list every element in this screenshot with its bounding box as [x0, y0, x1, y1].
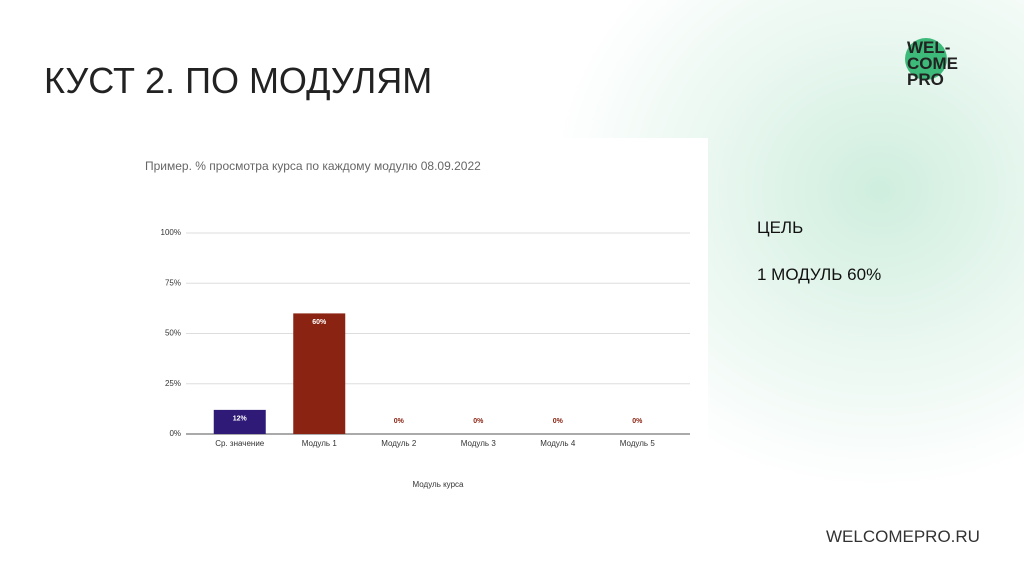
- data-label: 0%: [473, 418, 484, 425]
- x-tick-label: Модуль 2: [381, 439, 417, 448]
- logo-line: COME: [907, 54, 958, 73]
- goal-text: 1 МОДУЛЬ 60%: [757, 265, 882, 284]
- y-tick-label: 75%: [165, 278, 181, 287]
- data-label: 0%: [394, 418, 405, 425]
- data-label: 0%: [632, 418, 643, 425]
- chart-background: [130, 138, 708, 510]
- x-tick-label: Модуль 3: [461, 439, 497, 448]
- logo-line: WEL-: [907, 38, 951, 57]
- goal-heading: ЦЕЛЬ: [757, 218, 804, 237]
- data-label: 60%: [312, 319, 327, 326]
- site-url: WELCOMEPRO.RU: [826, 527, 980, 546]
- x-tick-label: Модуль 5: [620, 439, 656, 448]
- logo: WEL- COME PRO: [907, 38, 958, 89]
- y-tick-label: 0%: [169, 429, 181, 438]
- logo-circle: [905, 38, 947, 80]
- bar: [213, 409, 266, 434]
- y-tick-label: 50%: [165, 329, 181, 338]
- x-tick-label: Модуль 4: [540, 439, 576, 448]
- logo-line: PRO: [907, 70, 944, 89]
- bar: [293, 313, 346, 434]
- data-label: 0%: [553, 418, 564, 425]
- data-label: 12%: [233, 416, 248, 423]
- y-tick-label: 25%: [165, 379, 181, 388]
- chart-title: Пример. % просмотра курса по каждому мод…: [145, 159, 481, 173]
- x-axis-label: Модуль курса: [413, 480, 465, 489]
- chart: Пример. % просмотра курса по каждому мод…: [130, 138, 708, 510]
- x-tick-label: Модуль 1: [302, 439, 338, 448]
- slide-title: КУСТ 2. ПО МОДУЛЯМ: [44, 60, 433, 101]
- y-tick-label: 100%: [161, 228, 181, 237]
- x-tick-label: Ср. значение: [215, 439, 265, 448]
